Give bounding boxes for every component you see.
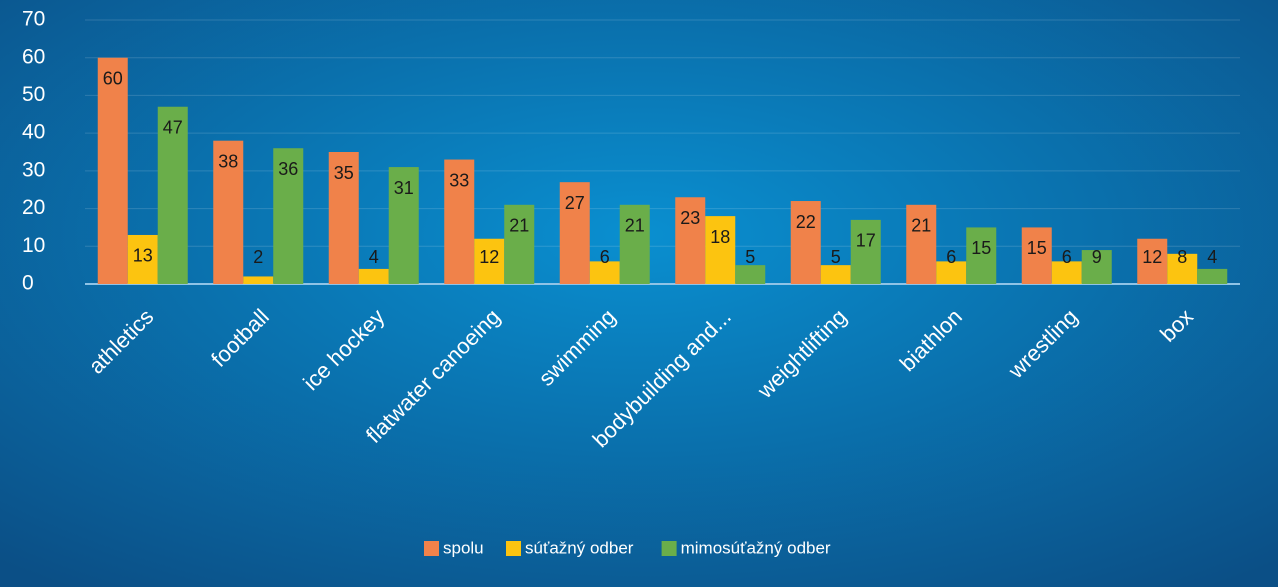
y-tick-label: 30	[22, 158, 45, 181]
bar	[1081, 250, 1112, 284]
y-tick-label: 0	[22, 272, 34, 295]
data-label: 2	[253, 247, 263, 267]
bar	[1197, 268, 1228, 284]
bar	[243, 276, 274, 284]
bar	[966, 227, 997, 284]
bar	[936, 261, 967, 284]
bar	[97, 57, 128, 284]
data-label: 60	[103, 68, 123, 88]
data-label: 13	[133, 246, 153, 266]
bar	[735, 265, 766, 284]
data-label: 12	[1142, 247, 1162, 267]
data-label: 4	[1207, 247, 1217, 267]
bar	[705, 216, 736, 284]
data-label: 4	[369, 247, 379, 267]
data-label: 21	[911, 216, 931, 236]
bar	[388, 167, 419, 284]
data-label: 6	[600, 247, 610, 267]
bar	[1137, 238, 1168, 284]
data-label: 47	[163, 117, 183, 137]
bar	[790, 201, 821, 284]
data-label: 12	[479, 247, 499, 267]
legend-label: mimosúťažný odber	[681, 538, 831, 557]
bar	[1021, 227, 1052, 284]
data-label: 9	[1092, 247, 1102, 267]
bar	[1167, 253, 1198, 284]
bar	[213, 140, 244, 284]
bar	[906, 204, 937, 284]
data-label: 5	[745, 247, 755, 267]
bar	[358, 268, 389, 284]
bar	[273, 148, 304, 284]
bar	[820, 265, 851, 284]
data-label: 22	[796, 212, 816, 232]
data-label: 15	[1027, 238, 1047, 258]
legend-label: súťažný odber	[525, 538, 634, 557]
data-label: 36	[278, 159, 298, 179]
bar	[127, 234, 158, 284]
bar	[504, 204, 535, 284]
data-label: 6	[1062, 247, 1072, 267]
legend-label: spolu	[443, 538, 484, 557]
bar	[444, 159, 475, 284]
data-label: 35	[334, 163, 354, 183]
bar	[589, 261, 620, 284]
bar	[328, 152, 359, 284]
data-label: 21	[625, 216, 645, 236]
data-label: 31	[394, 178, 414, 198]
y-tick-label: 60	[22, 45, 45, 68]
y-tick-label: 10	[22, 234, 45, 257]
y-tick-label: 40	[22, 121, 45, 144]
y-tick-label: 70	[22, 8, 45, 31]
legend-swatch	[424, 541, 439, 556]
bar	[675, 197, 706, 284]
bar	[850, 219, 881, 284]
data-label: 21	[509, 216, 529, 236]
data-label: 38	[218, 151, 238, 171]
bar	[1051, 261, 1082, 284]
bar	[559, 182, 590, 284]
bar	[157, 106, 188, 284]
data-label: 15	[971, 238, 991, 258]
data-label: 27	[565, 193, 585, 213]
legend-swatch	[661, 541, 677, 556]
legend-swatch	[506, 541, 521, 556]
data-label: 23	[680, 208, 700, 228]
y-tick-label: 20	[22, 196, 45, 219]
data-label: 8	[1177, 247, 1187, 267]
y-tick-label: 50	[22, 83, 45, 106]
bar	[619, 204, 650, 284]
bar	[474, 238, 505, 284]
data-label: 18	[710, 227, 730, 247]
data-label: 17	[856, 231, 876, 251]
data-label: 6	[946, 247, 956, 267]
data-label: 5	[831, 247, 841, 267]
data-label: 33	[449, 170, 469, 190]
